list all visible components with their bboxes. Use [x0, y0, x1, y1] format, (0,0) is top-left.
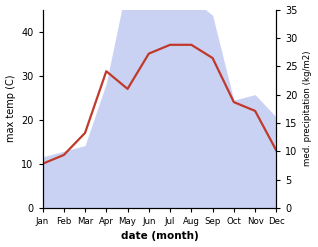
X-axis label: date (month): date (month) — [121, 231, 198, 242]
Y-axis label: med. precipitation (kg/m2): med. precipitation (kg/m2) — [303, 51, 313, 166]
Y-axis label: max temp (C): max temp (C) — [5, 75, 16, 143]
